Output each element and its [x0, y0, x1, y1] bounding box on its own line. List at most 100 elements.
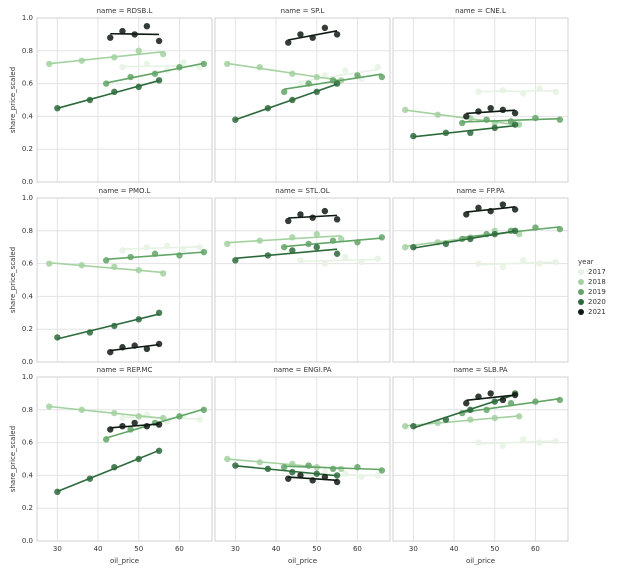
- regression-line: [288, 30, 338, 41]
- x-tick-label: 50: [490, 545, 499, 553]
- point: [289, 247, 296, 254]
- point: [463, 113, 470, 120]
- axes-frame: [392, 197, 569, 363]
- facet-title: name = ENGI.PA: [273, 366, 331, 374]
- legend-swatch: [578, 309, 584, 315]
- point: [155, 77, 163, 84]
- point: [333, 250, 341, 257]
- y-tick-label: 0.8: [22, 406, 33, 414]
- facet: name = CNE.L: [392, 7, 569, 183]
- point: [297, 31, 304, 38]
- y-axis-label: share_price_scaled: [9, 67, 17, 133]
- x-tick-label: 40: [450, 545, 459, 553]
- point: [285, 39, 292, 46]
- point: [378, 467, 386, 474]
- facet: 0.0 0.2 0.4 0.6 0.8 1.0 30 40 50 60 name = REP.MC o…: [9, 366, 213, 565]
- point: [499, 263, 507, 271]
- axes-frame: [36, 376, 213, 542]
- point: [333, 31, 341, 38]
- axes-frame: [36, 17, 213, 183]
- point: [155, 37, 163, 45]
- y-tick-label: 0.0: [22, 178, 33, 186]
- point: [313, 230, 320, 238]
- regression-line: [235, 464, 338, 477]
- point: [402, 244, 409, 251]
- point: [131, 419, 138, 427]
- y-tick-label: 0.8: [22, 227, 33, 235]
- y-tick-label: 0.0: [22, 358, 33, 366]
- point: [410, 423, 417, 430]
- x-tick-label: 30: [53, 545, 62, 553]
- point: [54, 488, 61, 495]
- point: [232, 462, 239, 469]
- facet: 30 40 50 60 name = ENGI.PA oil_price: [214, 366, 391, 565]
- regression-line: [110, 423, 160, 429]
- regression-line: [49, 405, 164, 420]
- y-tick-label: 0.6: [22, 80, 34, 88]
- point: [487, 105, 494, 112]
- facet-title: name = CNE.L: [455, 7, 506, 15]
- x-tick-label: 50: [134, 545, 143, 553]
- axes-frame: [392, 17, 569, 183]
- axes-frame: [214, 197, 391, 363]
- legend-title: year: [578, 258, 594, 266]
- regression-line: [106, 62, 205, 84]
- axes-frame: [36, 197, 213, 363]
- point: [143, 345, 151, 353]
- legend: year 2017 2018 2019 2020 2021: [578, 258, 606, 316]
- y-tick-label: 0.2: [22, 145, 33, 153]
- point: [402, 423, 409, 430]
- facet: name = FP.PA: [392, 187, 569, 363]
- point: [556, 396, 564, 404]
- point: [475, 88, 482, 96]
- point: [378, 234, 386, 241]
- point: [321, 207, 329, 215]
- x-tick-label: 30: [231, 545, 240, 553]
- regression-line: [235, 248, 338, 260]
- point: [46, 60, 53, 68]
- point: [224, 240, 231, 248]
- y-tick-label: 0.4: [22, 471, 34, 479]
- facet: 0.0 0.2 0.4 0.6 0.8 1.0 name = RDSB.L share_pri…: [9, 7, 213, 186]
- point: [410, 244, 417, 251]
- regression-line: [413, 230, 516, 249]
- x-axis-label: oil_price: [466, 557, 495, 565]
- regression-line: [49, 50, 164, 65]
- regression-line: [235, 83, 338, 121]
- point: [475, 260, 482, 267]
- point: [499, 201, 507, 208]
- point: [536, 439, 543, 446]
- legend-label: 2020: [588, 298, 606, 306]
- regression-line: [300, 258, 378, 263]
- point: [499, 442, 507, 450]
- regression-line: [106, 251, 204, 261]
- regression-line: [110, 32, 160, 36]
- point: [374, 63, 381, 71]
- point: [378, 73, 386, 81]
- facet-title: name = PMO.L: [99, 187, 151, 195]
- point: [520, 436, 527, 443]
- y-tick-label: 1.0: [22, 194, 33, 202]
- point: [280, 244, 288, 251]
- point: [313, 244, 320, 251]
- regression-line: [227, 234, 342, 244]
- point: [297, 211, 304, 218]
- legend-swatch: [578, 299, 584, 305]
- y-tick-label: 0.0: [22, 537, 33, 545]
- point: [159, 270, 167, 277]
- point: [119, 414, 126, 422]
- facet-title: name = RDSB.L: [97, 7, 153, 15]
- regression-line: [284, 237, 382, 248]
- point: [119, 27, 126, 35]
- regression-line: [122, 245, 200, 250]
- regression-line: [466, 109, 516, 115]
- legend-label: 2021: [588, 308, 606, 316]
- x-tick-label: 40: [94, 545, 103, 553]
- y-tick-label: 0.2: [22, 325, 33, 333]
- point: [342, 470, 349, 477]
- point: [511, 391, 519, 399]
- y-axis-label: share_price_scaled: [9, 426, 17, 492]
- y-tick-label: 0.6: [22, 260, 34, 268]
- point: [333, 80, 341, 87]
- facet: name = STL.OL: [214, 187, 391, 363]
